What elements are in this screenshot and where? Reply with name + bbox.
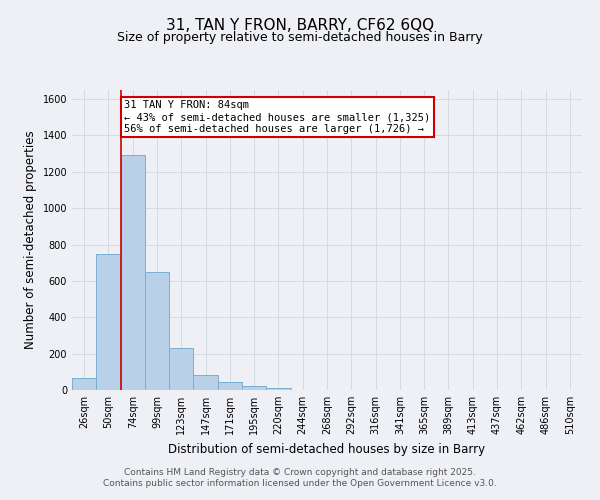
Bar [72, 378, 96, 390]
Bar [121, 156, 145, 390]
Bar [96, 254, 121, 390]
Text: 31 TAN Y FRON: 84sqm
← 43% of semi-detached houses are smaller (1,325)
56% of se: 31 TAN Y FRON: 84sqm ← 43% of semi-detac… [124, 100, 430, 134]
Text: Contains HM Land Registry data © Crown copyright and database right 2025.
Contai: Contains HM Land Registry data © Crown c… [103, 468, 497, 487]
Bar [266, 388, 290, 390]
Y-axis label: Number of semi-detached properties: Number of semi-detached properties [24, 130, 37, 350]
Bar [193, 376, 218, 390]
Text: 31, TAN Y FRON, BARRY, CF62 6QQ: 31, TAN Y FRON, BARRY, CF62 6QQ [166, 18, 434, 32]
Bar [169, 348, 193, 390]
Text: Size of property relative to semi-detached houses in Barry: Size of property relative to semi-detach… [117, 31, 483, 44]
Bar [145, 272, 169, 390]
Bar [218, 382, 242, 390]
X-axis label: Distribution of semi-detached houses by size in Barry: Distribution of semi-detached houses by … [169, 442, 485, 456]
Bar [242, 386, 266, 390]
